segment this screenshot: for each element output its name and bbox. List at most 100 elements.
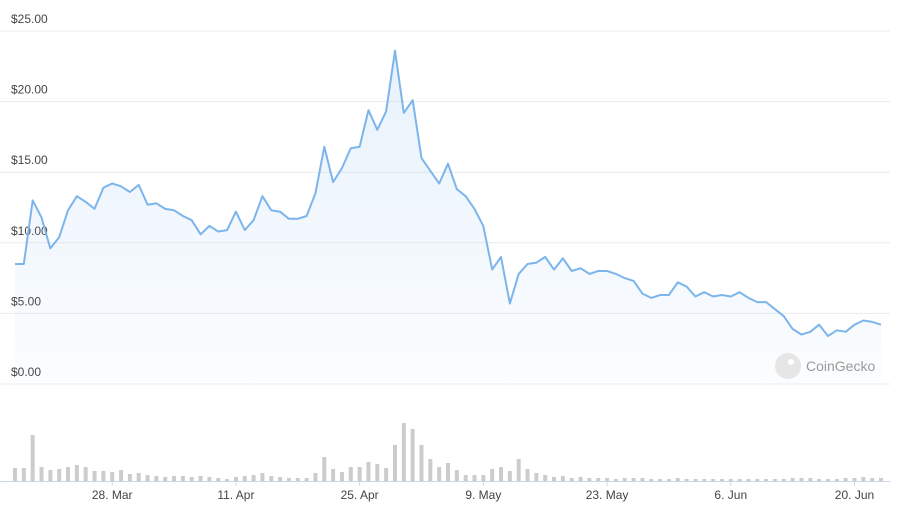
volume-bar — [587, 478, 592, 481]
volume-bar — [719, 479, 724, 481]
volume-bar — [127, 474, 132, 481]
volume-bar — [410, 429, 415, 481]
volume-bar — [569, 478, 574, 481]
volume-bar — [419, 445, 424, 481]
volume-bar — [180, 476, 185, 481]
volume-bar — [808, 478, 813, 481]
volume-bar — [357, 467, 362, 481]
volume-bar — [499, 467, 504, 481]
volume-bar — [454, 470, 459, 481]
volume-bar — [543, 475, 548, 481]
volume-bar — [172, 476, 177, 481]
volume-bar — [260, 473, 265, 481]
volume-bar — [560, 476, 565, 481]
volume-bar — [66, 467, 71, 481]
volume-bar — [605, 478, 610, 481]
volume-bar — [552, 477, 557, 481]
watermark: CoinGecko — [806, 358, 875, 374]
volume-bar — [163, 477, 168, 481]
volume-bar — [145, 475, 150, 481]
volume-bar — [437, 467, 442, 481]
volume-bar — [817, 479, 822, 481]
price-area — [15, 50, 881, 385]
volume-bar — [755, 479, 760, 481]
volume-bar — [48, 470, 53, 481]
volume-bar — [728, 479, 733, 481]
volume-bar — [304, 478, 309, 481]
volume-bar — [428, 459, 433, 481]
volume-bar — [764, 479, 769, 481]
volume-bar — [525, 469, 530, 481]
volume-bar — [622, 478, 627, 481]
volume-bar — [225, 479, 230, 481]
volume-bar — [481, 475, 486, 481]
volume-bar — [781, 479, 786, 481]
volume-bar — [711, 479, 716, 481]
volume-bar — [702, 479, 707, 481]
volume-bar — [136, 473, 141, 481]
volume-bar — [207, 477, 212, 481]
volume-bar — [675, 478, 680, 481]
volume-bar — [366, 462, 371, 481]
volume-bar — [295, 478, 300, 481]
volume-bar — [861, 477, 866, 481]
volume-bar — [322, 457, 327, 481]
volume-bar — [216, 478, 221, 481]
volume-bar — [534, 473, 539, 481]
x-tick-label: 20. Jun — [835, 488, 874, 502]
volume-bar — [516, 459, 521, 481]
volume-bar — [401, 423, 406, 481]
volume-bar — [879, 478, 883, 481]
x-tick-label: 11. Apr — [217, 488, 254, 502]
price-line — [15, 49, 882, 337]
volume-bar — [684, 479, 689, 481]
volume-bar — [189, 477, 194, 481]
volume-bar — [658, 479, 663, 481]
y-tick-label: $25.00 — [11, 12, 48, 26]
volume-bar — [852, 478, 857, 481]
volume-bar — [13, 468, 17, 481]
volume-bar — [331, 469, 336, 481]
volume-bar — [74, 465, 79, 481]
volume-bar — [313, 473, 318, 481]
x-tick-label: 6. Jun — [714, 488, 747, 502]
volume-bar — [666, 479, 671, 481]
volume-bar — [446, 463, 450, 481]
volume-bar — [233, 477, 238, 481]
volume-bar — [57, 469, 62, 481]
volume-bar — [384, 468, 389, 481]
volume-bar — [83, 467, 88, 481]
volume-bar — [198, 476, 203, 481]
x-tick-label: 9. May — [465, 488, 501, 502]
volume-bar — [154, 476, 159, 481]
volume-bar — [339, 472, 344, 481]
x-tick-label: 23. May — [586, 488, 629, 502]
volume-bar — [631, 478, 636, 481]
volume-bar — [392, 445, 397, 481]
volume-bar — [490, 469, 495, 481]
volume-bar — [613, 479, 618, 481]
volume-bar — [348, 467, 353, 481]
volume-bar — [799, 478, 804, 481]
x-tick-label: 28. Mar — [92, 488, 133, 502]
volume-bar — [21, 468, 26, 481]
watermark-logo — [775, 353, 801, 379]
volume-bar — [278, 477, 283, 481]
volume-bar — [30, 435, 35, 481]
volume-bar — [242, 476, 247, 481]
volume-bar — [463, 475, 468, 481]
volume-bar — [746, 479, 751, 481]
y-tick-label: $20.00 — [11, 83, 48, 97]
volume-bar — [640, 478, 645, 481]
volume-bar — [693, 479, 698, 481]
volume-bar — [507, 471, 512, 481]
volume-bar — [772, 479, 777, 481]
volume-bar — [578, 477, 583, 481]
y-tick-label: $15.00 — [11, 153, 48, 167]
volume-bar — [101, 471, 106, 481]
volume-bar — [269, 476, 274, 481]
volume-bar — [472, 475, 477, 481]
volume-bar — [119, 470, 124, 481]
